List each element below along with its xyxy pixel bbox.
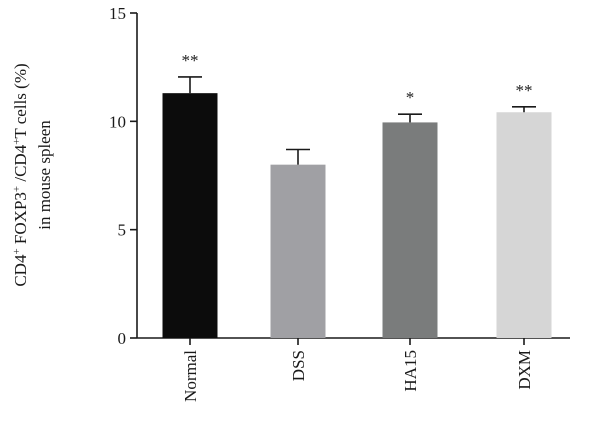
bars: [162, 93, 552, 339]
error-bars: [178, 76, 536, 165]
error-bar-ha15: [398, 113, 422, 123]
bar-normal: [162, 93, 218, 339]
bar-ha15: [382, 122, 438, 339]
x-tick-label: DXM: [515, 350, 534, 390]
error-bar-dxm: [512, 106, 536, 113]
y-axis-title-line1: CD4+ FOXP3+ /CD4+T cells (%): [11, 63, 30, 286]
y-tick-label: 15: [109, 4, 126, 23]
y-axis-title-line2: in mouse spleen: [35, 120, 54, 230]
x-ticks: Normal DSS HA15 DXM: [181, 338, 534, 402]
x-tick-label: HA15: [401, 350, 420, 392]
significance-normal: **: [182, 51, 199, 70]
y-tick-label: 10: [109, 112, 126, 131]
y-axis-title: CD4+ FOXP3+ /CD4+T cells (%) in mouse spl…: [11, 63, 54, 286]
bar-dss: [270, 164, 326, 338]
y-ticks: 0 5 10 15: [109, 4, 137, 348]
significance-dxm: **: [516, 81, 533, 100]
y-tick-label: 0: [118, 329, 127, 348]
significance-ha15: *: [406, 88, 415, 107]
x-tick-label: DSS: [289, 350, 308, 381]
error-bar-dss: [286, 148, 310, 165]
error-bar-normal: [178, 76, 202, 94]
bar-dxm: [496, 112, 552, 338]
significance-labels: *** **: [182, 51, 533, 107]
x-tick-label: Normal: [181, 350, 200, 402]
y-tick-label: 5: [118, 221, 127, 240]
